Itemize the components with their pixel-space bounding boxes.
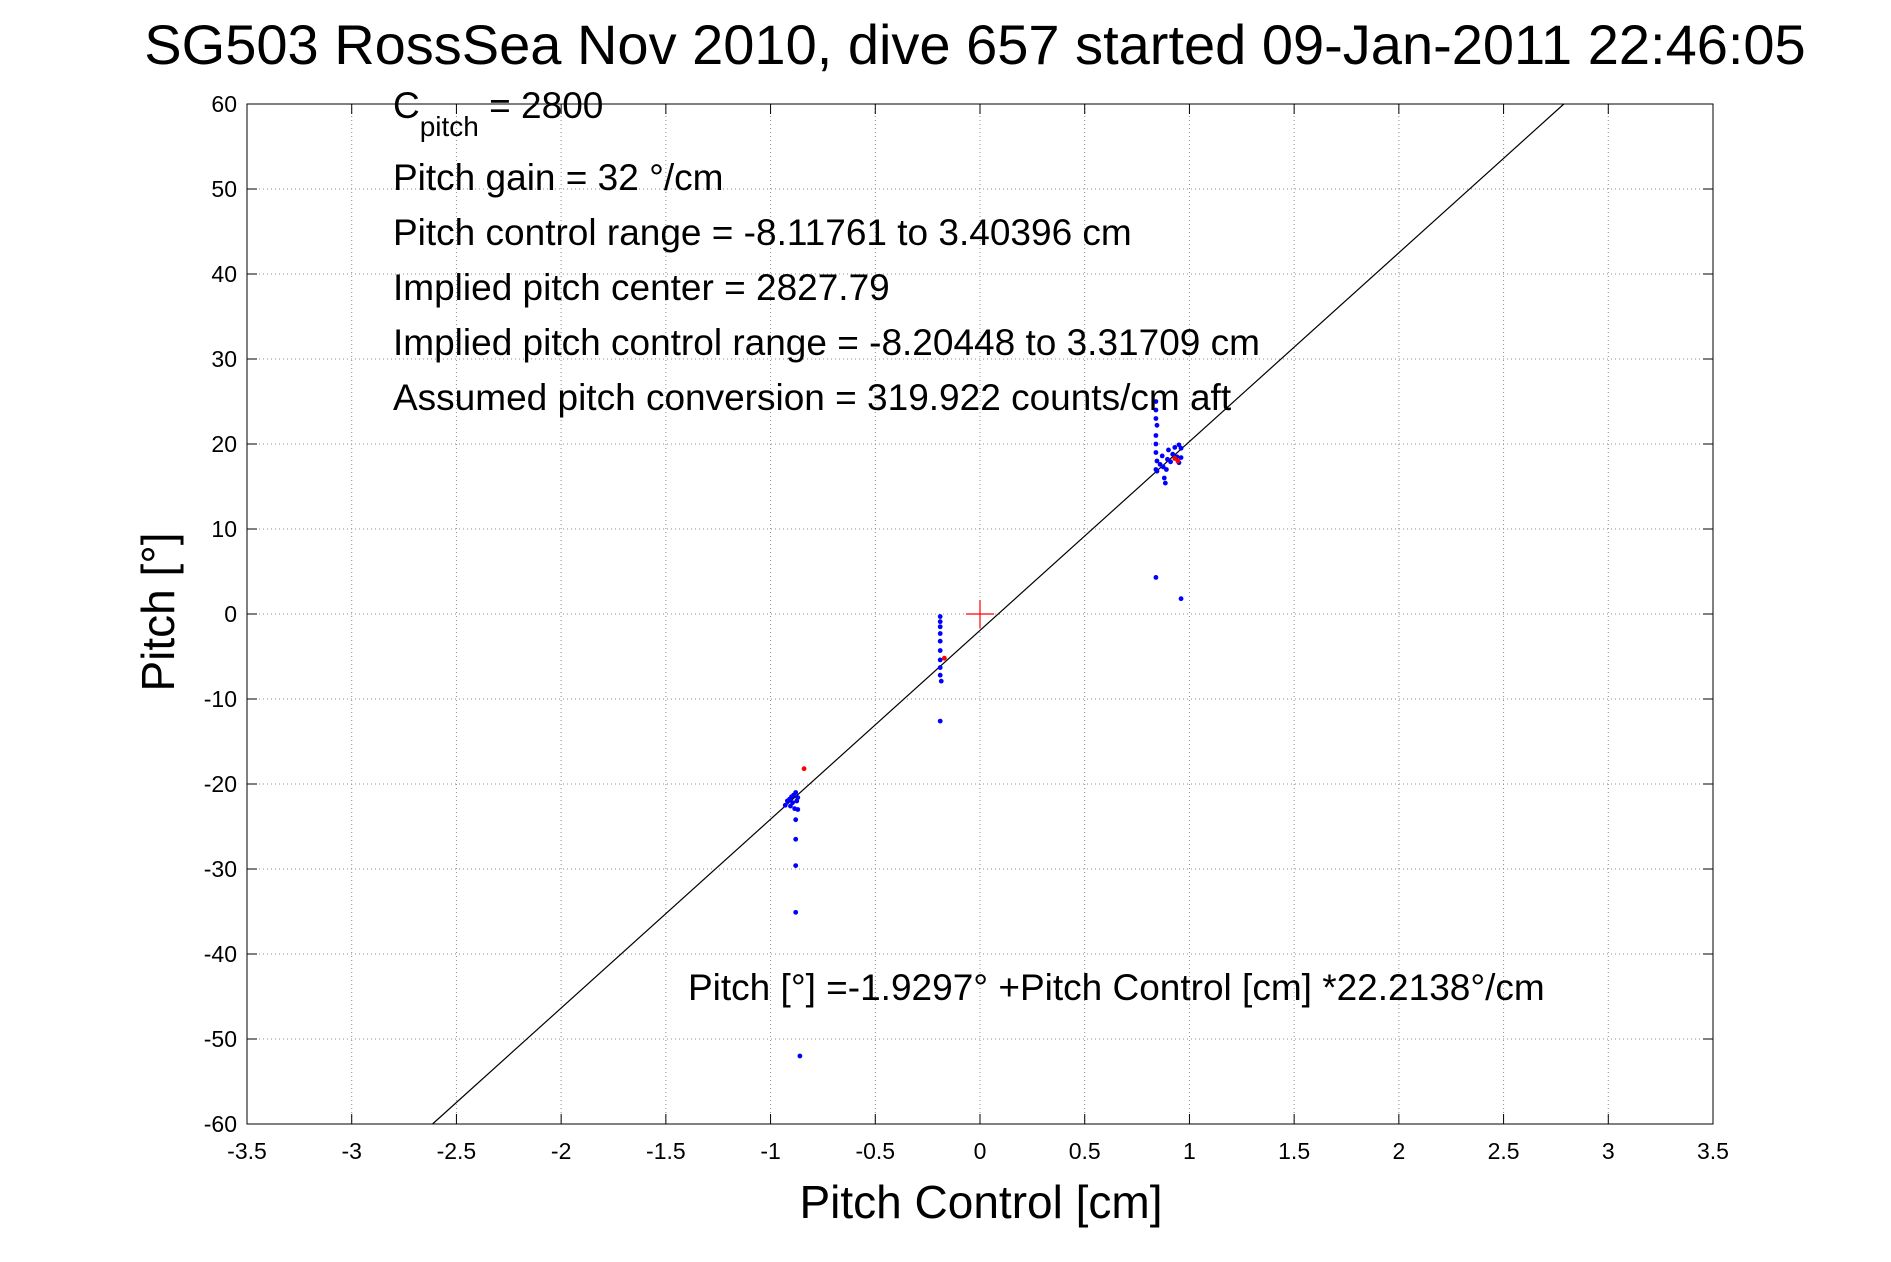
y-tick-label: -40 (204, 941, 237, 967)
highlight-point (941, 655, 947, 661)
data-point (1153, 407, 1159, 413)
data-point (1153, 399, 1159, 404)
highlight-point (801, 766, 807, 772)
data-point (937, 624, 943, 630)
data-point (1153, 450, 1159, 455)
data-point (938, 678, 944, 684)
grid-lines (247, 104, 1713, 1124)
highlight-point (1175, 458, 1181, 464)
x-tick-label: 2.5 (1488, 1138, 1520, 1164)
data-point (937, 638, 943, 644)
x-tick-label: -2 (551, 1138, 571, 1164)
data-point (937, 665, 943, 670)
y-tick-label: 30 (211, 346, 237, 372)
chart-title: SG503 RossSea Nov 2010, dive 657 started… (144, 13, 1805, 76)
data-point (1178, 455, 1184, 460)
data-point (797, 1053, 803, 1059)
plot-frame (246, 103, 1714, 1125)
x-tick-labels: -3.5 -3 -2.5 -2 -1.5 -1 -0.5 0 0.5 1 1.5 2 2.5 3 3.5 (227, 1138, 1729, 1164)
data-point (793, 836, 799, 842)
pitch-control-range-annotation: Pitch control range = -8.11761 to 3.4039… (393, 212, 1132, 253)
x-tick-label: -3.5 (227, 1138, 267, 1164)
x-tick-label: 0.5 (1069, 1138, 1101, 1164)
y-tick-label: 20 (211, 431, 237, 457)
y-tick-label: -60 (204, 1111, 237, 1137)
data-point (1154, 458, 1160, 464)
c-pitch-annotation: Cpitch = 2800 (393, 85, 603, 142)
data-point (795, 807, 801, 812)
y-tick-label: 50 (211, 176, 237, 202)
data-point (795, 795, 801, 800)
x-tick-label: 1.5 (1278, 1138, 1310, 1164)
fit-line-group (432, 103, 1565, 1125)
y-tick-label: -50 (204, 1026, 237, 1052)
data-point (1166, 447, 1171, 453)
y-tick-label: 0 (224, 601, 237, 627)
c-pitch-main: C (393, 85, 420, 126)
y-axis-label: Pitch [°] (132, 532, 184, 691)
data-point (937, 631, 943, 636)
x-tick-label: -0.5 (855, 1138, 895, 1164)
y-tick-label: -30 (204, 856, 237, 882)
y-tick-label: 40 (211, 261, 237, 287)
data-point (793, 817, 799, 823)
data-point (1172, 445, 1178, 450)
data-point (937, 614, 943, 619)
data-point (937, 648, 943, 653)
data-point (793, 863, 799, 868)
x-tick-label: -2.5 (437, 1138, 477, 1164)
data-point (937, 718, 943, 724)
fit-equation-label: Pitch [°] =-1.9297° +Pitch Control [cm] … (688, 967, 1545, 1008)
y-tick-label: -20 (204, 771, 237, 797)
y-tick-label: 10 (211, 516, 237, 542)
data-point (1163, 467, 1169, 472)
data-point (1168, 459, 1173, 465)
data-point (793, 909, 799, 915)
y-tick-labels: -60 -50 -40 -30 -20 -10 0 10 20 30 40 50 60 (204, 91, 237, 1137)
x-tick-label: 2 (1392, 1138, 1405, 1164)
data-point (790, 800, 795, 806)
c-pitch-subscript: pitch (420, 111, 479, 142)
x-tick-label: 1 (1183, 1138, 1196, 1164)
data-point (1153, 433, 1159, 438)
data-point (1161, 475, 1167, 481)
data-point (1154, 468, 1160, 474)
implied-pitch-control-range-annotation: Implied pitch control range = -8.20448 t… (393, 322, 1260, 363)
data-point (937, 672, 943, 678)
pitch-gain-annotation: Pitch gain = 32 °/cm (393, 157, 724, 198)
data-point (1159, 453, 1165, 459)
c-pitch-value: = 2800 (479, 85, 603, 126)
data-point (782, 802, 788, 808)
x-tick-label: 0 (974, 1138, 987, 1164)
y-tick-label: -10 (204, 686, 237, 712)
data-point (1153, 575, 1159, 580)
data-point (1153, 441, 1159, 447)
x-tick-label: 3 (1602, 1138, 1615, 1164)
data-point (793, 790, 799, 795)
data-point (937, 619, 943, 625)
x-axis-label: Pitch Control [cm] (800, 1176, 1163, 1228)
implied-pitch-center-annotation: Implied pitch center = 2827.79 (393, 267, 890, 308)
data-point (1162, 480, 1168, 486)
assumed-pitch-conversion-annotation: Assumed pitch conversion = 319.922 count… (393, 377, 1232, 418)
data-points (782, 399, 1184, 1059)
data-point (1178, 445, 1184, 451)
data-point (1153, 416, 1159, 421)
data-point (1154, 422, 1160, 428)
x-tick-label: 3.5 (1697, 1138, 1729, 1164)
fit-line (432, 103, 1565, 1125)
data-point (937, 657, 943, 663)
x-tick-label: -1.5 (646, 1138, 686, 1164)
data-point (1170, 451, 1176, 457)
data-point (1178, 596, 1184, 602)
x-tick-label: -3 (341, 1138, 361, 1164)
y-tick-label: 60 (211, 91, 237, 117)
x-tick-label: -1 (760, 1138, 780, 1164)
